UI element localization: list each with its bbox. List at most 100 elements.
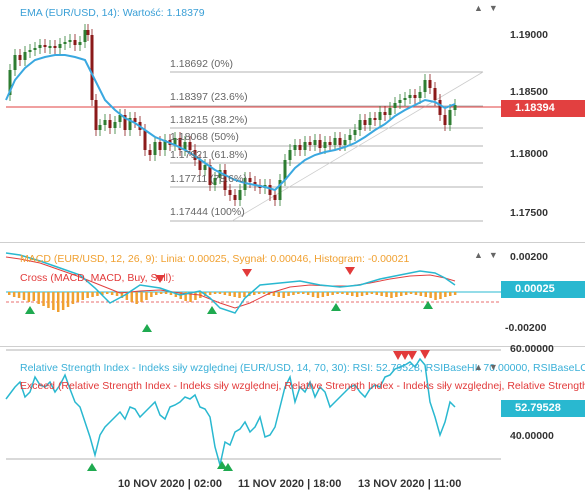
arrow-down-icon[interactable]: ▼	[488, 250, 504, 260]
price-tick: 1.19000	[510, 29, 548, 41]
rsi-buy-arrow-icon	[87, 463, 97, 471]
macd-histogram-bar	[385, 292, 388, 297]
arrow-up-icon[interactable]: ▲	[474, 250, 489, 260]
candle-body	[148, 150, 152, 155]
buy-arrow-icon	[142, 324, 152, 332]
macd-histogram-bar	[159, 292, 163, 294]
rsi-sell-arrow-icon	[393, 351, 403, 360]
macd-histogram-bar	[370, 292, 374, 294]
macd-histogram-bar	[86, 292, 89, 298]
candle-body	[388, 108, 392, 115]
rsi-pane[interactable]	[0, 347, 585, 473]
candle-body	[38, 45, 42, 48]
macd-histogram-bar	[125, 292, 129, 300]
pane-divider[interactable]	[0, 242, 585, 243]
candle-body	[63, 42, 67, 44]
macd-histogram-bar	[81, 292, 84, 300]
macd-pane[interactable]	[0, 243, 585, 345]
candle-body	[73, 40, 77, 45]
candle-body	[373, 118, 377, 120]
candle-body	[423, 80, 427, 92]
rsi-indicator-label: Relative Strength Index - Indeks siły wz…	[20, 362, 585, 374]
rsi-line	[5, 357, 456, 466]
candle-body	[228, 190, 232, 195]
candle-body	[323, 142, 327, 148]
rsi-chart[interactable]	[0, 347, 585, 473]
macd-main-line	[5, 252, 456, 314]
candle-body	[248, 178, 252, 182]
candle-body	[413, 95, 417, 98]
price-tick: 1.18500	[510, 86, 548, 98]
macd-histogram-bar	[17, 292, 21, 298]
macd-histogram-bar	[297, 292, 300, 294]
macd-histogram-bar	[120, 292, 124, 298]
macd-histogram-bar	[434, 292, 437, 300]
pane-divider[interactable]	[0, 346, 585, 347]
candle-body	[58, 44, 62, 48]
arrow-up-icon[interactable]: ▲	[474, 3, 489, 13]
price-chart[interactable]	[0, 0, 585, 240]
sell-arrow-icon	[345, 267, 355, 275]
candle-body	[163, 140, 167, 150]
rsi-current-badge: 52.79528	[501, 400, 585, 417]
candle-body	[78, 42, 82, 45]
rsi-sell-arrow-icon	[407, 351, 417, 360]
candle-body	[398, 100, 402, 103]
macd-histogram-bar	[174, 292, 178, 297]
candle-body	[418, 92, 422, 98]
candle-body	[208, 165, 212, 185]
macd-histogram-bar	[61, 292, 65, 310]
macd-pane-scroll-arrows[interactable]: ▲▼	[474, 250, 504, 260]
candle-body	[90, 35, 94, 100]
candle-body	[18, 55, 22, 60]
arrow-down-icon[interactable]: ▼	[488, 3, 504, 13]
arrow-up-icon[interactable]: ▲	[474, 362, 489, 372]
candle-body	[83, 30, 87, 42]
macd-histogram-bar	[106, 292, 109, 294]
price-pane[interactable]: EMA (EUR/USD, 14): Wartość: 1.18379 ▲▼ 1…	[0, 0, 585, 240]
candle-body	[173, 138, 177, 145]
macd-histogram-bar	[47, 292, 50, 308]
macd-histogram-bar	[184, 292, 187, 301]
macd-histogram-bar	[101, 292, 104, 295]
arrow-down-icon[interactable]: ▼	[488, 362, 504, 372]
rsi-pane-scroll-arrows[interactable]: ▲▼	[474, 362, 504, 372]
candle-body	[363, 120, 367, 125]
x-axis-label: 13 NOV 2020 | 11:00	[358, 478, 462, 490]
candle-body	[343, 140, 347, 145]
fib-level-label: 1.17711 (78.6%)	[170, 173, 247, 185]
macd-histogram-bar	[321, 292, 325, 297]
macd-histogram-bar	[414, 292, 418, 295]
candle-body	[403, 98, 407, 100]
price-pane-scroll-arrows[interactable]: ▲▼	[474, 3, 504, 13]
candle-body	[443, 115, 447, 125]
macd-histogram-bar	[282, 292, 285, 298]
macd-histogram-bar	[346, 292, 349, 295]
macd-signal-line	[5, 256, 456, 309]
candle-body	[238, 190, 242, 200]
macd-histogram-bar	[218, 292, 222, 294]
candle-body	[338, 138, 342, 145]
candle-body	[253, 182, 257, 185]
macd-histogram-bar	[189, 292, 192, 302]
price-tick: 1.18000	[510, 148, 548, 160]
cross-indicator-label: Cross (MACD, MACD, Buy, Sell):	[20, 272, 175, 284]
macd-tick: -0.00200	[505, 322, 547, 334]
fib-level-label: 1.18397 (23.6%)	[170, 91, 248, 103]
macd-histogram-bar	[326, 292, 329, 296]
macd-histogram-bar	[262, 292, 266, 294]
candle-body	[8, 70, 12, 95]
candle-body	[313, 140, 317, 145]
candle-body	[183, 142, 187, 150]
candle-body	[198, 160, 202, 170]
macd-chart[interactable]	[0, 243, 585, 345]
candle-body	[368, 118, 372, 125]
candle-body	[53, 46, 57, 48]
candle-body	[153, 142, 157, 155]
candle-body	[118, 115, 122, 122]
candle-body	[133, 118, 137, 122]
fib-level-label: 1.18215 (38.2%)	[170, 114, 248, 126]
macd-histogram-bar	[404, 292, 408, 295]
macd-histogram-bar	[110, 292, 114, 295]
fib-level-label: 1.17444 (100%)	[170, 206, 245, 218]
